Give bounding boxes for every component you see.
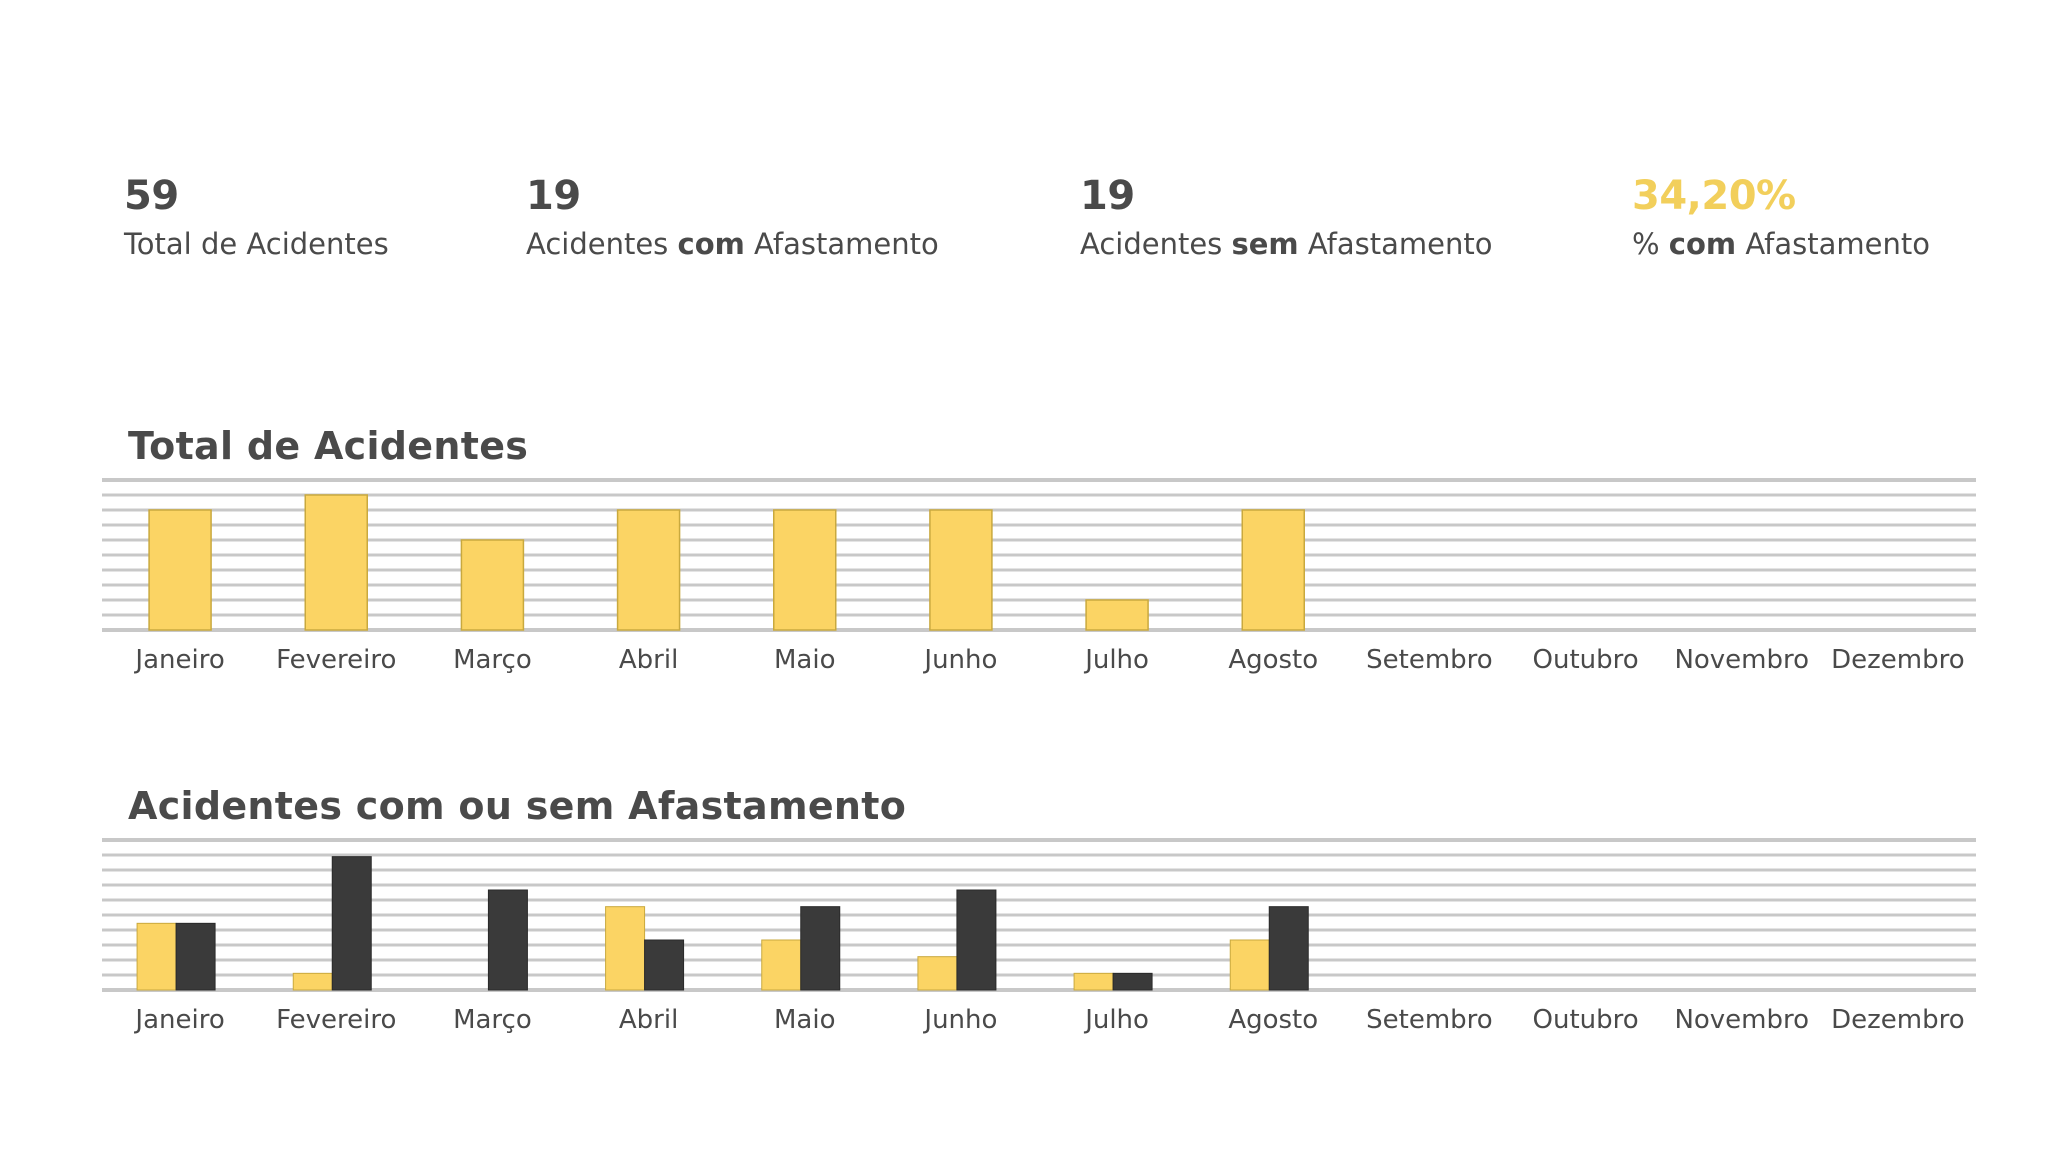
bar-fevereiro-series-2 — [331, 856, 372, 991]
kpi-value: 34,20% — [1632, 173, 1796, 219]
x-tick-label: Fevereiro — [276, 645, 396, 675]
bar-maio-series-1 — [761, 939, 802, 991]
x-tick-label: Janeiro — [133, 1005, 224, 1035]
bar-março — [460, 539, 525, 631]
bar-maio — [773, 509, 837, 631]
kpi-label: Total de Acidentes — [124, 227, 389, 261]
bar-abril — [616, 509, 681, 631]
x-tick-label: Maio — [774, 1005, 836, 1035]
kpi-accidents-with-leave: 19 Acidentes com Afastamento — [526, 172, 939, 266]
bar-janeiro-series-1 — [136, 922, 177, 991]
kpi-value: 59 — [124, 173, 179, 219]
x-tick-label: Setembro — [1366, 1005, 1493, 1035]
accidents-with-without-leave-chart: Janeiro Fevereiro Março Abril Maio Junho Julho… — [102, 838, 1976, 1035]
kpi-value: 19 — [526, 173, 581, 219]
x-tick-label: Setembro — [1366, 645, 1493, 675]
x-tick-label: Agosto — [1228, 645, 1318, 675]
bar-janeiro-series-2 — [175, 922, 216, 991]
bar-junho-series-2 — [956, 889, 997, 991]
bar-janeiro — [148, 509, 212, 631]
x-tick-label: Junho — [922, 645, 997, 675]
x-tick-label: Março — [453, 1005, 532, 1035]
bar-fevereiro — [304, 494, 368, 631]
bar-maio-series-2 — [800, 906, 841, 991]
x-tick-label: Novembro — [1674, 1005, 1809, 1035]
bar-agosto — [1241, 509, 1305, 631]
x-tick-label: Fevereiro — [276, 1005, 396, 1035]
x-tick-label: Dezembro — [1831, 645, 1965, 675]
x-tick-label: Novembro — [1674, 645, 1809, 675]
bar-junho-series-1 — [917, 956, 958, 991]
bar-julho — [1085, 599, 1149, 631]
bar-julho-series-1 — [1073, 972, 1114, 991]
x-tick-label: Maio — [774, 645, 836, 675]
x-tick-label: Dezembro — [1831, 1005, 1965, 1035]
kpi-label: Acidentes com Afastamento — [526, 227, 939, 261]
kpi-accidents-without-leave: 19 Acidentes sem Afastamento — [1080, 172, 1493, 266]
x-tick-label: Agosto — [1228, 1005, 1318, 1035]
x-tick-label: Outubro — [1533, 645, 1639, 675]
chart-title-with-without-leave: Acidentes com ou sem Afastamento — [128, 784, 907, 828]
kpi-label: % com Afastamento — [1632, 227, 1930, 261]
kpi-value: 19 — [1080, 173, 1135, 219]
x-tick-label: Março — [453, 645, 532, 675]
bar-março-series-2 — [487, 889, 528, 991]
x-tick-label: Junho — [922, 1005, 997, 1035]
bar-abril-series-2 — [644, 939, 685, 991]
x-tick-label: Abril — [619, 645, 678, 675]
kpi-percent-with-leave: 34,20% % com Afastamento — [1632, 172, 1930, 266]
bar-agosto-series-2 — [1268, 906, 1309, 991]
x-tick-label: Outubro — [1533, 1005, 1639, 1035]
x-tick-label: Janeiro — [133, 645, 224, 675]
chart-title-total: Total de Acidentes — [128, 424, 529, 468]
x-tick-label: Abril — [619, 1005, 678, 1035]
kpi-label: Acidentes sem Afastamento — [1080, 227, 1493, 261]
bar-junho — [929, 509, 993, 631]
total-accidents-chart: Janeiro Fevereiro Março Abril Maio Junho Julho… — [102, 478, 1976, 675]
x-tick-label: Julho — [1083, 645, 1149, 675]
bar-abril-series-1 — [605, 906, 646, 991]
x-tick-label: Julho — [1083, 1005, 1149, 1035]
bar-julho-series-2 — [1112, 972, 1153, 991]
bar-fevereiro-series-1 — [292, 972, 333, 991]
bar-agosto-series-1 — [1229, 939, 1270, 991]
kpi-total-accidents: 59 Total de Acidentes — [124, 172, 389, 266]
